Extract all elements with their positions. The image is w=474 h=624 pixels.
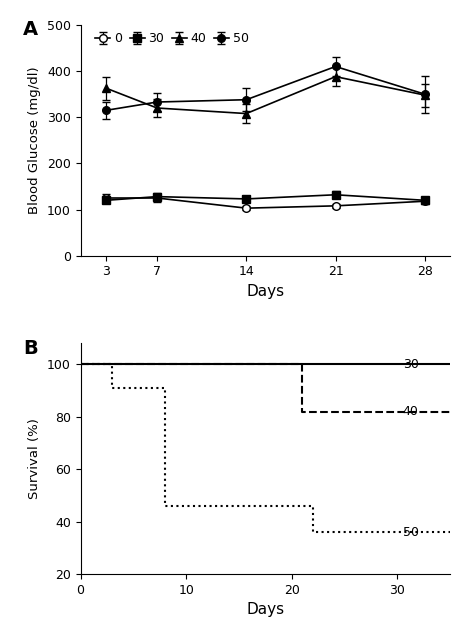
Text: 50: 50	[403, 525, 419, 539]
X-axis label: Days: Days	[246, 284, 284, 299]
Text: A: A	[23, 21, 38, 39]
Y-axis label: Blood Glucose (mg/dl): Blood Glucose (mg/dl)	[28, 67, 41, 214]
Text: 40: 40	[403, 405, 419, 418]
Text: 30: 30	[403, 358, 419, 371]
Text: B: B	[23, 339, 38, 358]
X-axis label: Days: Days	[246, 602, 284, 617]
Y-axis label: Survival (%): Survival (%)	[28, 418, 41, 499]
Legend: 0, 30, 40, 50: 0, 30, 40, 50	[94, 31, 250, 47]
